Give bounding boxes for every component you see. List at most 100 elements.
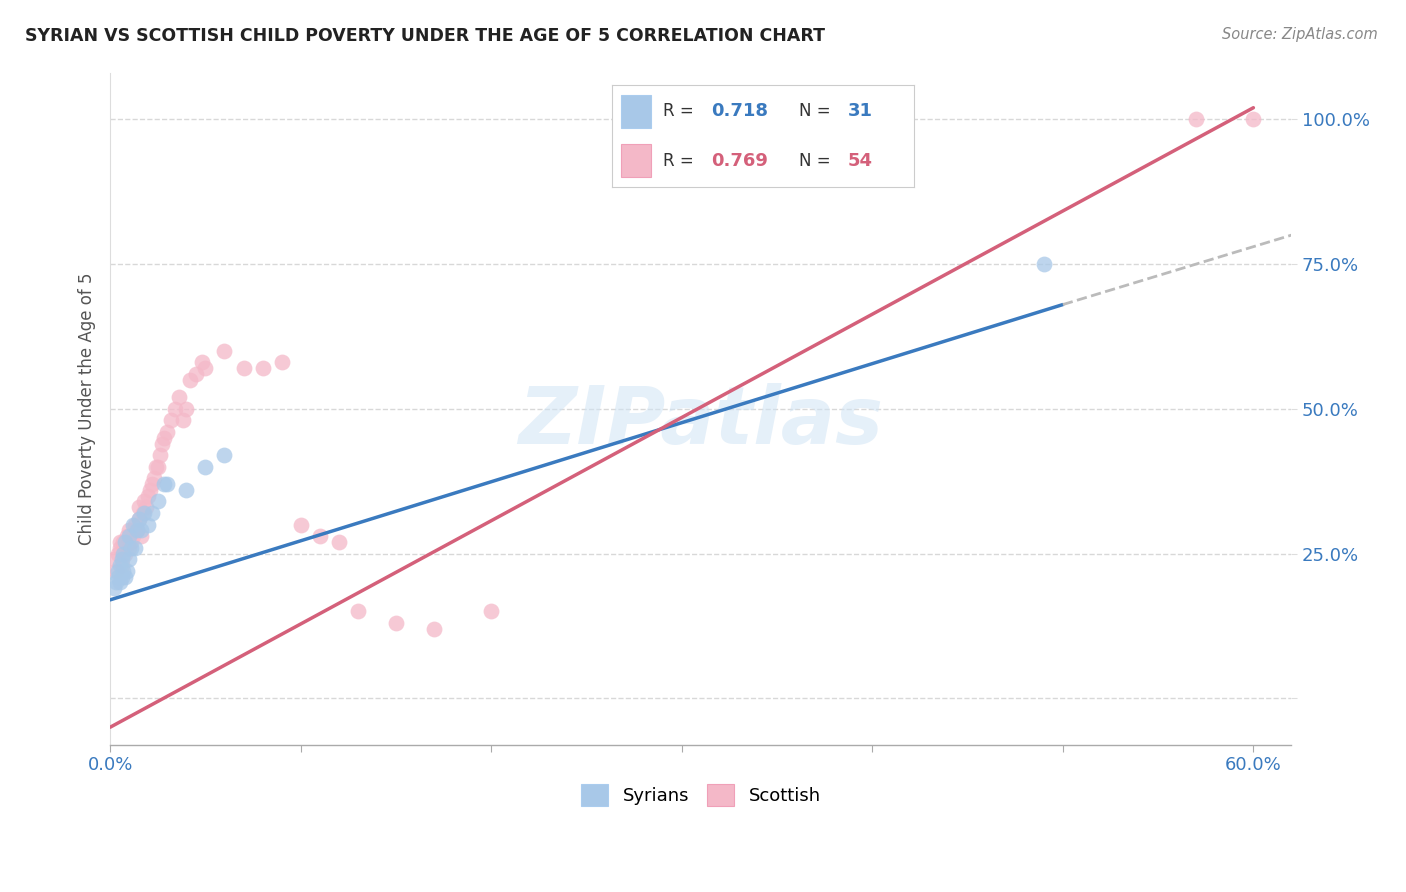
- Y-axis label: Child Poverty Under the Age of 5: Child Poverty Under the Age of 5: [79, 273, 96, 545]
- Point: [176, 401, 198, 416]
- Point: [124, 517, 146, 532]
- Point: [385, 615, 408, 630]
- Point: [423, 622, 446, 636]
- Text: 0.769: 0.769: [711, 152, 768, 169]
- Point: [129, 524, 152, 538]
- Point: [125, 524, 148, 538]
- Point: [479, 604, 502, 618]
- Point: [141, 506, 163, 520]
- Text: Source: ZipAtlas.com: Source: ZipAtlas.com: [1222, 27, 1378, 42]
- Point: [150, 436, 173, 450]
- Text: R =: R =: [664, 103, 693, 120]
- Point: [146, 459, 169, 474]
- Point: [108, 541, 131, 555]
- Text: R =: R =: [664, 152, 693, 169]
- Point: [136, 489, 159, 503]
- Point: [766, 112, 789, 127]
- Point: [167, 390, 190, 404]
- Point: [124, 541, 146, 555]
- Bar: [620, 95, 651, 128]
- Point: [107, 570, 129, 584]
- Point: [143, 471, 166, 485]
- Point: [114, 547, 136, 561]
- Point: [232, 361, 254, 376]
- Point: [270, 355, 292, 369]
- Point: [136, 517, 159, 532]
- Point: [328, 535, 350, 549]
- Point: [117, 529, 139, 543]
- Point: [184, 367, 207, 381]
- Point: [134, 506, 156, 520]
- Point: [112, 535, 135, 549]
- Point: [149, 448, 172, 462]
- Point: [152, 477, 174, 491]
- Legend: Syrians, Scottish: Syrians, Scottish: [574, 776, 828, 813]
- Point: [163, 401, 186, 416]
- Point: [141, 477, 163, 491]
- Point: [103, 582, 125, 596]
- Point: [122, 517, 145, 532]
- Point: [110, 552, 132, 566]
- Bar: [620, 145, 651, 177]
- Point: [308, 529, 330, 543]
- Point: [194, 361, 217, 376]
- Point: [114, 535, 136, 549]
- Point: [128, 512, 150, 526]
- Point: [118, 541, 141, 555]
- Point: [112, 564, 135, 578]
- Text: SYRIAN VS SCOTTISH CHILD POVERTY UNDER THE AGE OF 5 CORRELATION CHART: SYRIAN VS SCOTTISH CHILD POVERTY UNDER T…: [25, 27, 825, 45]
- Point: [110, 570, 132, 584]
- Point: [347, 604, 370, 618]
- Point: [290, 517, 312, 532]
- Point: [190, 355, 212, 369]
- Point: [131, 506, 153, 520]
- Point: [108, 575, 131, 590]
- Text: 31: 31: [848, 103, 872, 120]
- Point: [156, 477, 179, 491]
- Point: [134, 494, 156, 508]
- Point: [108, 558, 131, 573]
- Point: [252, 361, 274, 376]
- Point: [108, 535, 131, 549]
- Point: [118, 524, 141, 538]
- Point: [156, 425, 179, 439]
- Point: [104, 575, 127, 590]
- Text: ZIPatlas: ZIPatlas: [519, 384, 883, 461]
- Point: [214, 343, 236, 358]
- Point: [104, 564, 127, 578]
- Point: [114, 570, 136, 584]
- Text: N =: N =: [799, 152, 831, 169]
- Point: [1241, 112, 1264, 127]
- Point: [176, 483, 198, 497]
- Point: [145, 459, 167, 474]
- Text: 54: 54: [848, 152, 872, 169]
- Text: N =: N =: [799, 103, 831, 120]
- Point: [179, 373, 201, 387]
- Point: [194, 459, 217, 474]
- Point: [172, 413, 194, 427]
- Point: [103, 552, 125, 566]
- Point: [135, 500, 157, 515]
- Point: [160, 413, 183, 427]
- Point: [112, 547, 135, 561]
- Point: [107, 564, 129, 578]
- Point: [117, 564, 139, 578]
- Point: [118, 529, 141, 543]
- Point: [152, 431, 174, 445]
- Point: [139, 483, 162, 497]
- Point: [128, 500, 150, 515]
- Point: [129, 529, 152, 543]
- Point: [122, 529, 145, 543]
- Point: [146, 494, 169, 508]
- Point: [120, 541, 142, 555]
- Point: [107, 547, 129, 561]
- Point: [125, 524, 148, 538]
- Point: [128, 512, 150, 526]
- Point: [1032, 257, 1054, 271]
- Point: [120, 535, 142, 549]
- Point: [214, 448, 236, 462]
- Text: 0.718: 0.718: [711, 103, 768, 120]
- Point: [110, 558, 132, 573]
- Point: [118, 552, 141, 566]
- Point: [1185, 112, 1208, 127]
